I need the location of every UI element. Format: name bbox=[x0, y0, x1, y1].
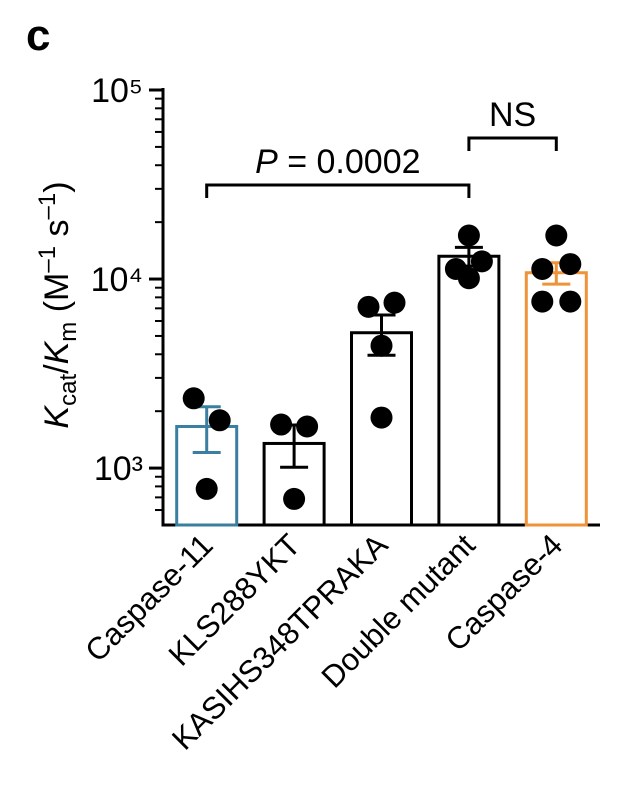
x-tick-label: Double mutant bbox=[315, 527, 483, 695]
data-point bbox=[270, 413, 293, 436]
data-point bbox=[383, 291, 406, 314]
y-axis-label: Kcat/Km (M–1 s–1) bbox=[34, 181, 82, 428]
bracket bbox=[205, 183, 471, 198]
data-point bbox=[296, 415, 319, 438]
y-label-part: –1 bbox=[34, 246, 61, 273]
bar bbox=[524, 271, 588, 527]
data-point bbox=[370, 406, 393, 429]
y-label-part: ) bbox=[38, 181, 76, 192]
data-point bbox=[559, 253, 582, 276]
data-point bbox=[208, 409, 231, 432]
bar bbox=[437, 254, 501, 527]
data-point bbox=[457, 224, 480, 247]
annotation-text: NS bbox=[489, 96, 536, 134]
y-label-part: cat bbox=[55, 374, 82, 406]
y-tick-label: 10⁴ bbox=[91, 261, 143, 299]
annotation-text: = 0.0002 bbox=[278, 143, 421, 181]
y-label-part: s bbox=[38, 219, 76, 245]
data-point bbox=[531, 258, 554, 281]
y-label-part: m bbox=[55, 322, 82, 342]
data-point bbox=[195, 477, 218, 500]
y-label-part: K bbox=[38, 405, 76, 429]
y-tick-label: 10³ bbox=[94, 450, 143, 488]
data-point bbox=[283, 487, 306, 510]
bar bbox=[350, 331, 413, 527]
y-label-part: / bbox=[38, 364, 76, 374]
data-point bbox=[559, 290, 582, 313]
y-tick-label: 10⁵ bbox=[91, 72, 143, 110]
annotation: P = 0.0002 bbox=[255, 143, 420, 181]
panel-label: c bbox=[26, 11, 50, 60]
data-point bbox=[470, 250, 493, 273]
data-point bbox=[545, 224, 568, 247]
y-label-part: –1 bbox=[34, 193, 61, 220]
data-point bbox=[357, 295, 380, 318]
data-point bbox=[182, 387, 205, 410]
data-point bbox=[370, 334, 393, 357]
data-point bbox=[531, 290, 554, 313]
annotation: NS bbox=[489, 96, 536, 134]
y-label-part: (M bbox=[38, 273, 76, 322]
annotation-italic: P bbox=[255, 143, 278, 181]
y-label-part: K bbox=[38, 340, 76, 364]
data-point bbox=[457, 267, 480, 290]
bracket bbox=[467, 136, 558, 151]
